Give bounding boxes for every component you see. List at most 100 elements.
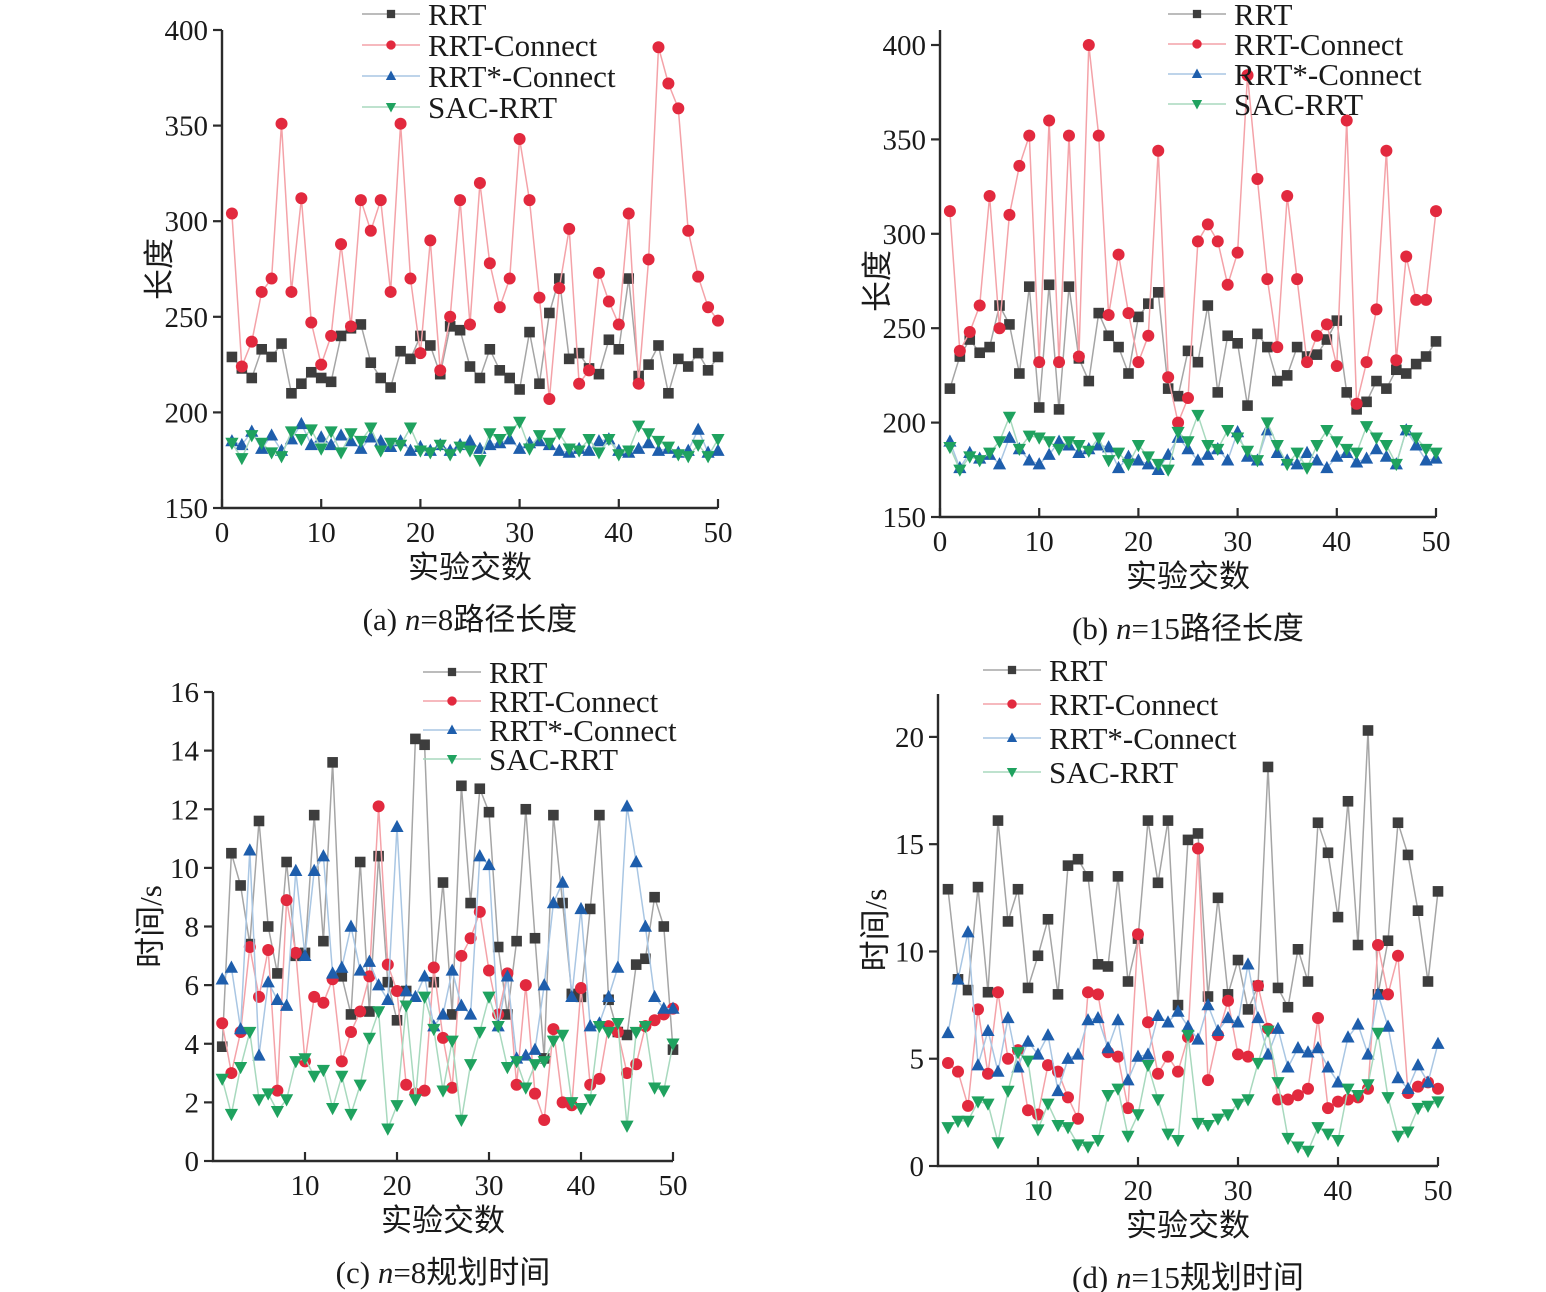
series-rrt-connect-marker bbox=[454, 194, 467, 207]
series-rrt-connect-marker bbox=[374, 194, 387, 207]
y-tick-label: 250 bbox=[165, 302, 209, 334]
series-sac-rrt-marker bbox=[1082, 445, 1096, 458]
series-sac-rrt-marker bbox=[464, 1059, 478, 1072]
series-rrt-marker bbox=[502, 1009, 513, 1020]
series-rrt-connect-marker bbox=[1370, 303, 1383, 316]
series-rrt-connect-marker bbox=[362, 954, 376, 967]
series-sac-rrt-marker bbox=[493, 433, 507, 447]
series-rrt-connect-marker bbox=[682, 224, 695, 237]
series-rrt-connect-marker bbox=[657, 1001, 671, 1014]
series-sac-rrt-marker bbox=[510, 1056, 524, 1069]
legend-label: RRT bbox=[489, 655, 547, 690]
series-rrt-connect-marker bbox=[652, 41, 665, 54]
series-sac-rrt-marker bbox=[374, 445, 388, 458]
series-rrt-connect-marker bbox=[538, 1113, 551, 1126]
series-rrt-marker bbox=[514, 384, 525, 395]
series-rrt-marker bbox=[1212, 387, 1224, 398]
series-sac-rrt-marker bbox=[622, 445, 636, 458]
series-rrt-connect-marker bbox=[483, 437, 497, 451]
series-rrt-connect-marker bbox=[444, 310, 457, 323]
series-rrt-connect-marker bbox=[1202, 1074, 1214, 1087]
series-rrt-marker bbox=[1292, 944, 1304, 955]
legend-rrt-connect-marker-icon bbox=[1007, 699, 1017, 709]
series-sac-rrt-marker bbox=[316, 1064, 330, 1078]
series-rrt-connect-marker bbox=[712, 314, 724, 327]
series-rrt-marker bbox=[1152, 287, 1164, 298]
legend-sac-rrt-marker-icon bbox=[1191, 99, 1203, 110]
series-rrt-marker bbox=[984, 341, 995, 353]
series-rrt-connect-marker bbox=[1042, 1059, 1054, 1072]
series-rrt-marker bbox=[1043, 279, 1055, 291]
series-sac-rrt-marker bbox=[1379, 440, 1393, 453]
series-rrt-marker bbox=[446, 1009, 458, 1020]
series-sac-rrt-marker bbox=[1042, 436, 1056, 449]
series-rrt-marker bbox=[437, 877, 449, 888]
series-rrt-connect-marker bbox=[1391, 1071, 1405, 1084]
legend-label: RRT bbox=[1049, 653, 1107, 688]
series-rrt-connect-marker bbox=[1421, 1075, 1435, 1088]
series-rrt-marker bbox=[548, 809, 559, 821]
series-rrt-marker bbox=[621, 1029, 633, 1041]
series-sac-rrt-marker bbox=[294, 433, 308, 447]
series-rrt-marker bbox=[1182, 345, 1194, 357]
y-tick-label: 150 bbox=[165, 493, 209, 525]
series-rrt-connect-marker bbox=[1350, 455, 1364, 468]
series-sac-rrt-marker bbox=[491, 1020, 505, 1034]
legend-sac-rrt-marker-icon bbox=[385, 102, 397, 113]
series-rrt-marker bbox=[593, 368, 605, 380]
x-tick-label: 20 bbox=[1124, 526, 1153, 558]
x-tick-label: 20 bbox=[406, 517, 435, 549]
series-sac-rrt-marker bbox=[701, 451, 715, 464]
x-tick-label: 30 bbox=[1223, 526, 1252, 558]
x-tick-label: 10 bbox=[1024, 1175, 1053, 1207]
series-sac-rrt-marker bbox=[326, 1103, 340, 1116]
y-tick-label: 0 bbox=[185, 1146, 200, 1178]
series-rrt-connect-marker bbox=[1372, 939, 1384, 952]
series-rrt-marker bbox=[1362, 725, 1374, 736]
series-rrt-connect-marker bbox=[546, 896, 560, 909]
series-rrt-marker bbox=[483, 806, 495, 818]
x-tick-label: 0 bbox=[933, 526, 948, 558]
y-tick-label: 250 bbox=[883, 313, 927, 345]
series-rrt-connect-marker bbox=[1003, 208, 1016, 221]
series-sac-rrt-marker bbox=[354, 435, 368, 449]
legend-item-rrt: RRT bbox=[362, 0, 486, 32]
series-rrt-marker bbox=[1382, 935, 1394, 947]
series-sac-rrt-marker bbox=[532, 430, 547, 443]
y-tick-label: 10 bbox=[895, 936, 924, 968]
series-sac-rrt-marker bbox=[657, 1085, 671, 1098]
series-rrt-connect-marker bbox=[1291, 1041, 1305, 1054]
series-rrt-marker bbox=[1381, 383, 1392, 394]
series-sac-rrt-marker bbox=[413, 445, 427, 458]
series-rrt-connect-marker bbox=[523, 194, 536, 207]
series-rrt-connect-marker bbox=[325, 329, 338, 342]
series-rrt-connect-marker bbox=[1410, 293, 1423, 306]
series-rrt-connect-marker bbox=[1310, 453, 1324, 466]
series-sac-rrt-marker bbox=[1191, 1117, 1205, 1131]
series-rrt-connect-marker bbox=[711, 443, 725, 456]
series-rrt-marker bbox=[1410, 358, 1422, 370]
series-rrt-connect-marker bbox=[1172, 416, 1185, 429]
series-sac-rrt-marker bbox=[1062, 436, 1076, 449]
series-rrt-marker bbox=[1281, 370, 1293, 381]
series-rrt-marker bbox=[630, 959, 642, 970]
series-sac-rrt-marker bbox=[1032, 432, 1046, 445]
series-sac-rrt-marker bbox=[1022, 430, 1036, 443]
series-sac-rrt-marker bbox=[1061, 1122, 1075, 1135]
series-rrt-connect-marker bbox=[1291, 273, 1304, 286]
series-rrt-connect-marker bbox=[1191, 453, 1205, 466]
series-rrt-marker bbox=[1122, 976, 1134, 987]
series-sac-rrt-marker bbox=[629, 1026, 643, 1040]
series-rrt-connect-marker bbox=[403, 443, 418, 456]
series-rrt-connect-marker bbox=[1043, 114, 1056, 127]
series-rrt-connect-marker bbox=[1121, 1073, 1135, 1086]
series-rrt-connect-marker bbox=[1321, 1060, 1335, 1073]
series-rrt-marker bbox=[465, 897, 476, 909]
series-sac-rrt-marker bbox=[1271, 1077, 1285, 1090]
series-rrt-marker bbox=[305, 366, 317, 378]
series-rrt-marker bbox=[296, 378, 307, 390]
series-rrt-connect-marker bbox=[1141, 1047, 1155, 1060]
series-rrt-connect-marker bbox=[1271, 341, 1284, 354]
series-sac-rrt-marker bbox=[1240, 445, 1255, 458]
series-rrt-marker bbox=[1420, 351, 1432, 362]
